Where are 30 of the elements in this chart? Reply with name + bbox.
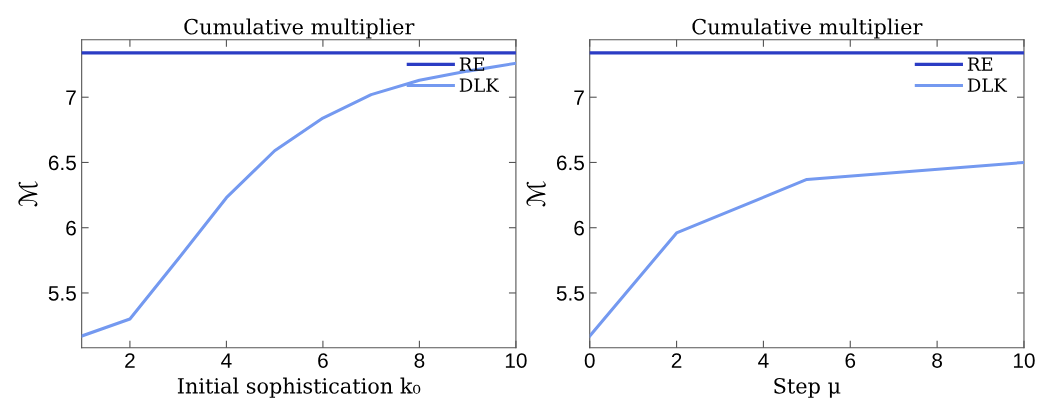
y-tick-label: 5.5: [556, 286, 584, 301]
y-tick-label: 6.5: [48, 155, 76, 171]
x-axis-title: Initial sophistication k₀: [177, 377, 421, 398]
y-tick-label: 6: [66, 220, 76, 236]
x-tick-label: 6: [845, 353, 856, 368]
legend-label: DLK: [459, 78, 500, 92]
x-tick-label: 2: [671, 353, 682, 368]
x-tick-label: 10: [505, 353, 527, 368]
y-axis-title: ℳ: [18, 181, 38, 207]
legend-label: RE: [459, 57, 485, 71]
line-series: [589, 160, 1024, 338]
chart-title: Cumulative multiplier: [184, 18, 415, 39]
x-tick-label: 4: [221, 353, 232, 368]
y-axis-title: ℳ: [526, 181, 546, 207]
y-tick-label: 7: [574, 90, 584, 105]
chart-title: Cumulative multiplier: [692, 18, 923, 39]
legend-label: DLK: [967, 78, 1008, 92]
y-tick-label: 5.5: [48, 286, 76, 301]
x-tick-label: 8: [932, 353, 943, 368]
y-tick-label: 6: [574, 220, 584, 236]
x-tick-label: 4: [758, 353, 769, 368]
y-tick-label: 7: [66, 90, 76, 105]
x-tick-label: 10: [1013, 353, 1035, 368]
x-tick-label: 2: [125, 353, 135, 368]
x-tick-label: 0: [584, 353, 595, 368]
legend-label: RE: [967, 57, 993, 71]
x-tick-label: 8: [414, 353, 425, 368]
y-tick-label: 6.5: [556, 155, 584, 171]
x-tick-label: 6: [318, 353, 328, 368]
x-axis-title: Step μ: [774, 377, 841, 398]
